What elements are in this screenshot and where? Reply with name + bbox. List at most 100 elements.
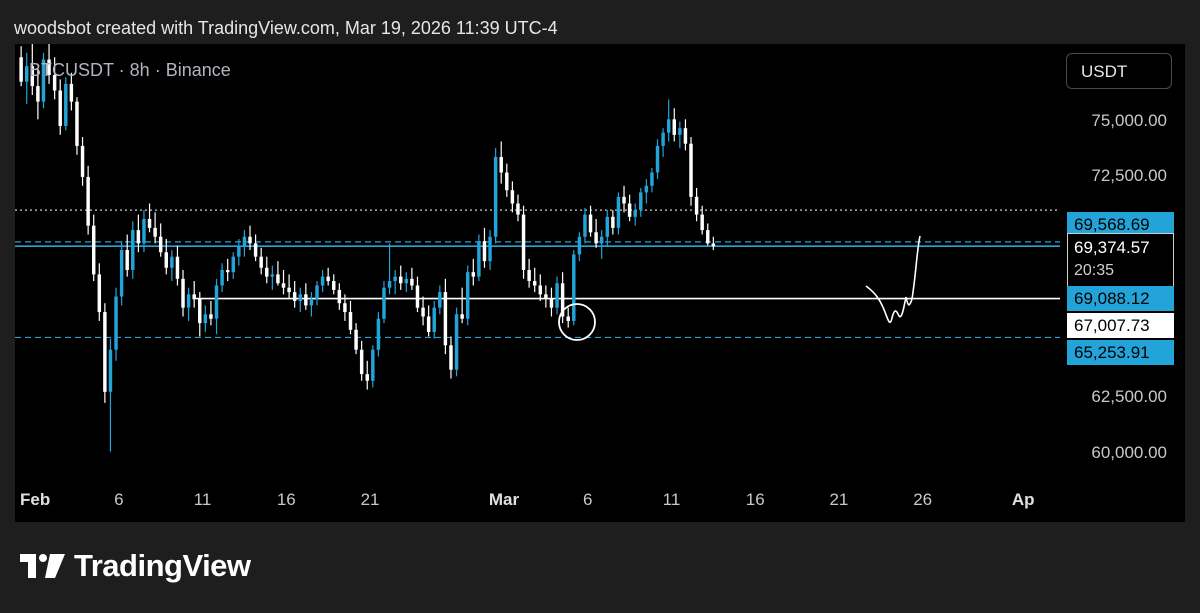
price-axis-tick: 72,500.00 (1091, 165, 1167, 185)
candle-body (516, 203, 520, 215)
chart-panel[interactable]: BTCUSDT · 8h · Binance USDT 75,000.00 72,… (15, 44, 1185, 522)
tradingview-logo[interactable]: TradingView (20, 548, 251, 584)
time-axis-tick: 11 (662, 490, 681, 509)
last-price-box: 69,374.57 20:35 (1067, 233, 1174, 288)
candle-body (644, 185, 649, 193)
candle-body (549, 298, 554, 308)
candle-body (64, 83, 68, 126)
candle-body (91, 225, 96, 275)
candle-body (326, 276, 330, 282)
candle-body (678, 128, 682, 135)
candle-body (588, 214, 593, 233)
time-axis-tick: 21 (360, 490, 380, 509)
candle-body (376, 318, 381, 350)
candle-body (52, 75, 57, 91)
candle-body (175, 256, 180, 279)
candle-body (694, 196, 699, 215)
candle-body (599, 236, 604, 244)
candle-body (36, 86, 40, 102)
candle-body (371, 349, 375, 381)
candle-body (287, 287, 291, 293)
candle-body (348, 312, 353, 330)
candle-body (147, 219, 152, 228)
circle-annotation (558, 303, 596, 341)
candle-body (488, 236, 492, 262)
candle-body (332, 281, 336, 290)
candle-body (248, 236, 252, 244)
candle-body (41, 59, 46, 102)
projection-drawing (865, 235, 921, 323)
time-axis-tick: Ap (1011, 490, 1035, 509)
candle-body (337, 289, 342, 304)
candle-body (415, 285, 420, 308)
candle-body (320, 276, 325, 286)
candle-body (477, 241, 481, 277)
candle-body (19, 57, 23, 82)
candle-body (555, 283, 559, 308)
candle-body (633, 210, 637, 217)
candle-body (544, 294, 548, 299)
candle-body (426, 316, 431, 332)
candle-body (24, 66, 29, 82)
symbol-label: BTCUSDT · 8h · Binance (29, 60, 231, 80)
candle-body (683, 128, 688, 144)
candle-body (482, 241, 487, 262)
candle-body (438, 292, 442, 308)
candle-body (304, 294, 308, 306)
candle-body (253, 243, 258, 257)
candle-body (661, 132, 665, 146)
candle-body (281, 283, 286, 288)
candle-body (616, 196, 621, 228)
candle-body (521, 214, 526, 270)
candle-body (30, 66, 35, 87)
candle-body (108, 349, 113, 392)
candle-body (125, 250, 129, 270)
candle-body (343, 303, 347, 313)
last-price: 69,374.57 (1074, 238, 1150, 257)
candle-body (505, 172, 509, 191)
candle-body (532, 281, 537, 286)
candle-body (399, 276, 403, 284)
price-label-mid-blue: 69,088.12 (1067, 286, 1174, 311)
candles (19, 44, 716, 452)
time-axis-tick: Mar (488, 490, 520, 509)
candle-body (611, 216, 615, 228)
time-axis-tick: 6 (583, 490, 593, 509)
candle-body (86, 176, 90, 226)
candle-body (493, 156, 498, 237)
time-axis-tick: 6 (114, 490, 124, 509)
candle-body (577, 236, 582, 255)
candle-body (421, 307, 425, 317)
candle-body (410, 278, 414, 286)
candle-body (231, 256, 235, 273)
candle-body (220, 269, 224, 286)
candle-body (700, 214, 704, 231)
candle-body (103, 312, 107, 392)
time-axis-tick: 16 (745, 490, 765, 509)
candle-body (706, 230, 710, 244)
candle-body (242, 236, 247, 246)
candle-body (298, 294, 302, 301)
price-chart[interactable] (15, 44, 1185, 522)
time-axis-tick: 26 (913, 490, 933, 509)
candle-body (153, 227, 157, 237)
price-axis-tick: 62,500.00 (1091, 387, 1167, 407)
candle-body (259, 256, 263, 268)
candle-body (443, 292, 448, 346)
candle-body (158, 236, 163, 253)
candle-body (594, 232, 598, 244)
candle-body (170, 256, 174, 268)
candle-body (499, 156, 503, 173)
time-axis-tick: Feb (19, 490, 51, 509)
candle-body (471, 272, 476, 277)
candle-body (359, 349, 364, 375)
candle-body (655, 145, 660, 173)
candle-body (560, 283, 565, 317)
drawings (558, 235, 921, 341)
currency-selector-button[interactable]: USDT (1066, 53, 1172, 89)
candle-body (387, 281, 392, 288)
candle-body (164, 252, 169, 268)
candle-body (225, 269, 230, 273)
candle-body (119, 250, 124, 297)
candle-body (465, 272, 470, 319)
